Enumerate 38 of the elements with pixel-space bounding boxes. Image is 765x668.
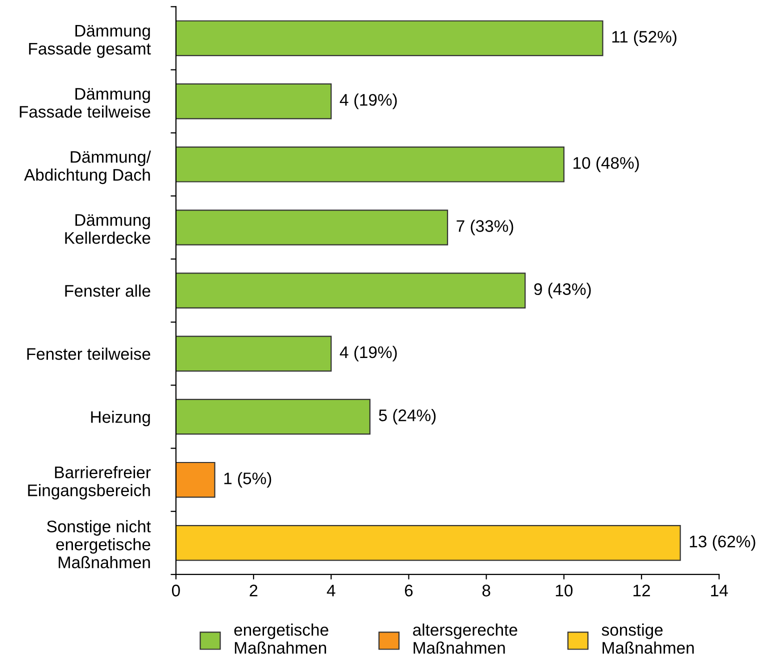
bar xyxy=(176,146,564,182)
bar xyxy=(176,83,332,120)
data-label: 9 (43%) xyxy=(534,282,591,298)
y-tick-label: Dämmung Fassade gesamt xyxy=(29,25,151,58)
x-tick-label: 8 xyxy=(482,584,490,596)
y-tick-label: Dämmung/ Abdichtung Dach xyxy=(24,150,151,184)
bar xyxy=(176,525,681,561)
x-tick-label: 2 xyxy=(250,584,258,596)
x-tick-label: 4 xyxy=(326,584,336,596)
y-tick-label: Fenster alle xyxy=(65,284,150,297)
data-label: 11 (52%) xyxy=(612,30,676,46)
bar xyxy=(176,462,216,498)
bar xyxy=(176,398,370,435)
x-tick-label: 12 xyxy=(634,584,650,596)
legend-label: altersgerechte Maßnahmen xyxy=(413,624,518,654)
bar xyxy=(176,20,604,56)
y-tick-label: Sonstige nicht energetische Maßnahmen xyxy=(47,520,151,568)
x-tick-label: 10 xyxy=(556,584,573,596)
legend-label: energetische Maßnahmen xyxy=(234,624,328,654)
data-label: 1 (5%) xyxy=(224,472,272,488)
x-tick-label: 14 xyxy=(711,584,728,596)
data-label: 4 (19%) xyxy=(340,94,397,110)
y-tick-label: Dämmung Fassade teilweise xyxy=(20,88,150,118)
data-label: 5 (24%) xyxy=(378,408,436,425)
data-label: 4 (19%) xyxy=(340,346,397,362)
x-tick-label: 0 xyxy=(172,584,180,596)
y-tick-label: Heizung xyxy=(91,410,150,426)
y-tick-label: Barrierefreier Eingangsbereich xyxy=(28,466,151,500)
data-label: 7 (33%) xyxy=(456,220,514,236)
y-tick-label: Dämmung Kellerdecke xyxy=(65,214,150,244)
bar xyxy=(176,336,332,372)
data-label: 10 (48%) xyxy=(574,156,639,172)
x-tick-label: 6 xyxy=(404,584,413,596)
data-label: 13 (62%) xyxy=(690,535,756,551)
bar xyxy=(176,272,526,308)
y-tick-label: Fenster teilweise xyxy=(27,348,150,360)
legend-label: sonstige Maßnahmen xyxy=(602,624,694,654)
bar xyxy=(176,210,448,246)
